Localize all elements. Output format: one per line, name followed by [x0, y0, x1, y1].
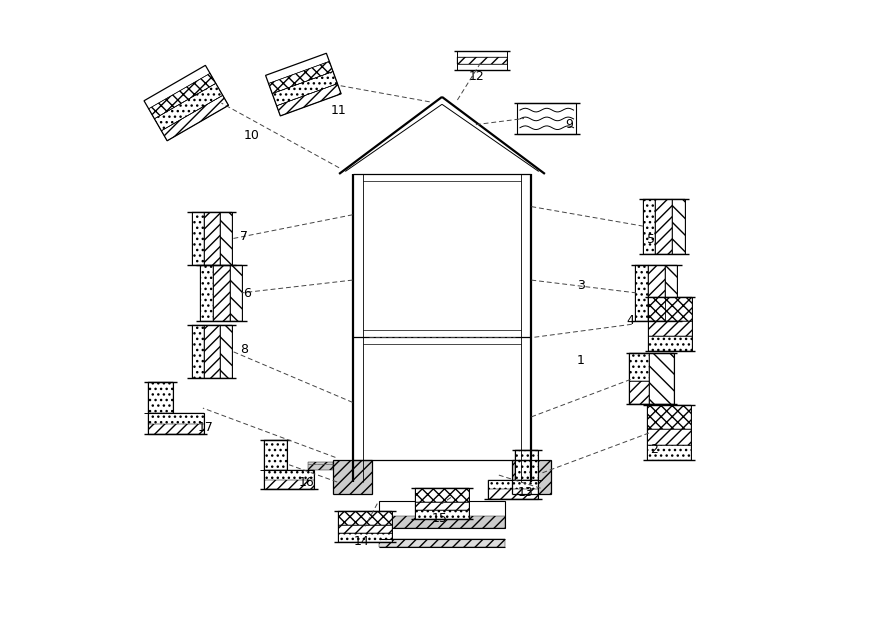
Text: 6: 6	[244, 287, 251, 300]
Bar	[643, 199, 655, 254]
Bar	[148, 413, 203, 435]
Bar	[643, 199, 685, 254]
Bar	[515, 450, 538, 480]
Bar	[264, 480, 315, 490]
Bar	[646, 405, 691, 461]
Bar	[649, 297, 691, 352]
Bar	[629, 353, 649, 381]
Bar	[219, 212, 232, 265]
Bar	[415, 488, 469, 519]
Bar	[264, 440, 286, 470]
Bar	[672, 199, 685, 254]
Bar	[379, 501, 505, 528]
Bar	[379, 539, 505, 547]
Bar	[148, 424, 203, 435]
Bar	[415, 488, 469, 502]
Bar	[655, 199, 672, 254]
Bar	[415, 502, 469, 511]
Bar	[629, 353, 674, 404]
Text: 15: 15	[431, 512, 447, 525]
Text: 2: 2	[650, 443, 658, 456]
Bar	[230, 265, 242, 321]
Text: 8: 8	[240, 343, 248, 356]
Text: 13: 13	[517, 486, 533, 499]
Text: 10: 10	[244, 129, 259, 142]
Text: 16: 16	[299, 477, 315, 490]
Bar	[415, 511, 469, 519]
Bar	[636, 265, 648, 321]
Bar	[201, 265, 213, 321]
Bar	[512, 461, 551, 495]
Bar	[162, 95, 228, 141]
Bar	[265, 53, 341, 116]
Bar	[213, 265, 230, 321]
Bar	[333, 461, 372, 495]
Bar	[144, 66, 228, 141]
Bar	[665, 265, 677, 321]
Bar	[269, 61, 333, 93]
Bar	[272, 71, 338, 106]
Bar	[646, 430, 691, 445]
Bar	[192, 212, 232, 265]
Bar	[457, 58, 507, 64]
Text: 17: 17	[197, 421, 213, 434]
Bar	[646, 445, 691, 461]
Bar	[155, 84, 223, 131]
Bar	[192, 325, 203, 378]
Bar	[649, 353, 674, 404]
Bar	[192, 325, 232, 378]
Text: 9: 9	[565, 118, 573, 131]
Bar	[338, 533, 392, 542]
Text: 14: 14	[354, 535, 370, 548]
Text: 11: 11	[332, 103, 347, 116]
Bar	[203, 325, 219, 378]
Bar	[277, 84, 341, 116]
Bar	[148, 382, 173, 413]
Bar	[264, 470, 315, 480]
Bar	[264, 440, 286, 470]
Bar	[309, 462, 333, 470]
Text: 4: 4	[627, 314, 635, 327]
Bar	[201, 265, 242, 321]
Bar	[192, 212, 203, 265]
Bar	[648, 265, 665, 321]
Bar	[649, 297, 691, 321]
Bar	[203, 212, 219, 265]
Text: 3: 3	[577, 279, 585, 292]
Bar	[488, 490, 538, 500]
Bar	[264, 470, 315, 490]
Text: 7: 7	[240, 230, 248, 243]
Bar	[649, 336, 691, 352]
Bar	[488, 480, 538, 500]
Bar	[636, 265, 677, 321]
Bar	[149, 73, 216, 119]
Bar	[219, 325, 232, 378]
Bar	[457, 51, 507, 71]
Bar	[338, 524, 392, 533]
Bar	[515, 450, 538, 480]
Bar	[646, 405, 691, 430]
Bar	[629, 381, 649, 404]
Bar	[379, 516, 505, 528]
Bar	[488, 480, 538, 490]
Bar	[517, 103, 576, 134]
Bar	[148, 413, 203, 424]
Bar	[338, 511, 392, 542]
Bar	[338, 511, 392, 524]
Text: 12: 12	[469, 70, 484, 83]
Bar	[148, 382, 173, 413]
Text: 1: 1	[576, 353, 584, 366]
Text: 5: 5	[646, 233, 654, 246]
Bar	[649, 321, 691, 336]
